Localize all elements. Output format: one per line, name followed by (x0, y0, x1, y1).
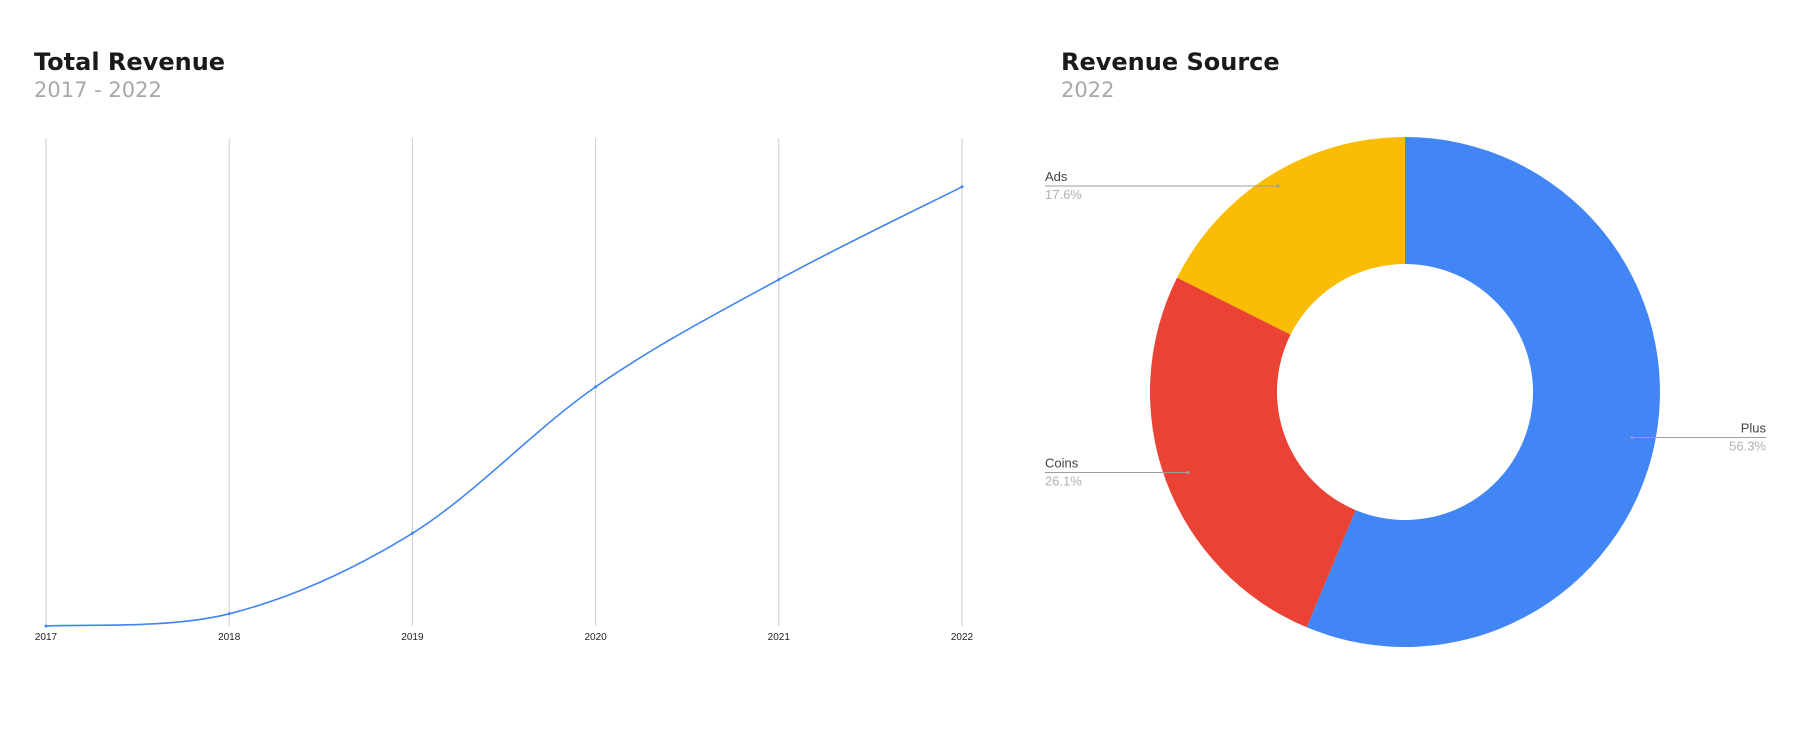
x-tick-2020: 2020 (584, 632, 607, 643)
value-label-plus: 56.3% (1729, 439, 1766, 454)
data-point-2017 (44, 624, 48, 628)
revenue-source-panel: Revenue Source 2022 Plus 56.3% Coins 26.1% A… (1030, 0, 1800, 742)
x-tick-2022: 2022 (951, 632, 974, 643)
donut-chart: Plus 56.3% Coins 26.1% Ads 17.6% (1045, 137, 1767, 647)
value-label-ads: 17.6% (1045, 187, 1082, 202)
pie-chart-subtitle: 2022 (1061, 78, 1115, 102)
value-label-coins: 26.1% (1045, 473, 1082, 488)
label-plus: Plus (1741, 421, 1767, 436)
line-chart-title: Total Revenue (34, 48, 226, 76)
label-coins: Coins (1045, 455, 1079, 470)
data-point-2022 (960, 185, 964, 189)
line-chart: 2017 2018 2019 2020 2021 2022 (35, 138, 974, 643)
slice-coins (1150, 277, 1356, 628)
x-tick-2019: 2019 (401, 632, 424, 643)
data-point-2020 (594, 385, 598, 389)
label-ads: Ads (1045, 169, 1068, 184)
data-point-2019 (410, 531, 414, 535)
total-revenue-panel: Total Revenue 2017 - 2022 2017 2018 2019 20… (34, 48, 974, 643)
data-point-2021 (777, 278, 781, 282)
x-tick-2017: 2017 (35, 632, 58, 643)
x-tick-2018: 2018 (218, 632, 241, 643)
line-chart-subtitle: 2017 - 2022 (34, 78, 162, 102)
revenue-line (45, 186, 963, 627)
x-tick-2021: 2021 (768, 632, 791, 643)
slice-ads (1177, 137, 1405, 335)
pie-chart-title: Revenue Source (1061, 48, 1280, 76)
data-point-2018 (227, 612, 231, 616)
slice-plus (1306, 137, 1660, 647)
